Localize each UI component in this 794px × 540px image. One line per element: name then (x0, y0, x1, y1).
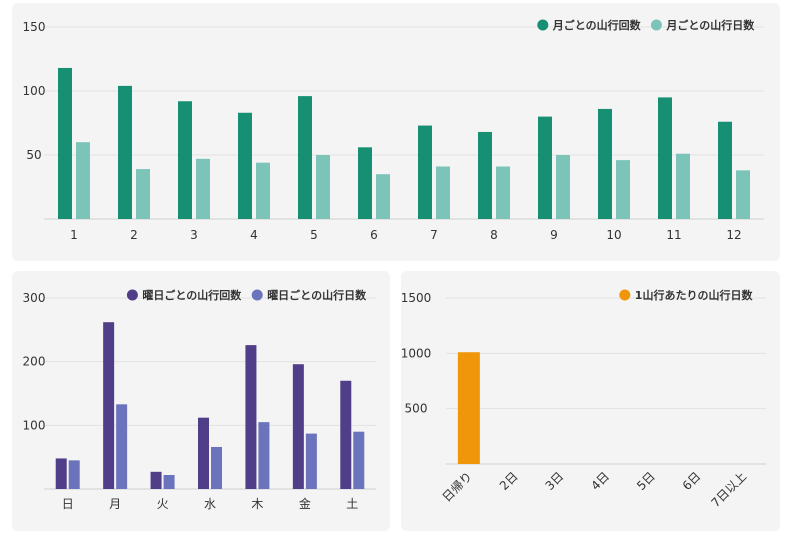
bar[interactable] (418, 125, 432, 219)
x-tick-label: 12 (726, 228, 741, 242)
bar[interactable] (116, 404, 128, 489)
x-tick-label: 7 (430, 228, 438, 242)
bar[interactable] (163, 474, 175, 489)
stay-length-chart: 500 1000 1500 日帰り 2日 3日 4日 5日 6日 7日以上 1山行あたりの山行日数 (401, 288, 766, 510)
bar[interactable] (118, 85, 132, 219)
bar[interactable] (353, 431, 365, 489)
y-tick-label: 50 (26, 148, 41, 162)
x-tick-label: 1 (70, 228, 78, 242)
bar[interactable] (55, 458, 67, 489)
weekday-chart: 100 200 300 日 月 火 水 木 金 土 曜日ごとの山行日数 曜日ごとの山行回数 (23, 288, 376, 511)
x-tick-label: 3 (190, 228, 198, 242)
bar[interactable] (376, 174, 390, 219)
x-tick-label: 5 (310, 228, 318, 242)
bar[interactable] (196, 158, 210, 219)
bar[interactable] (58, 67, 72, 220)
bar[interactable] (238, 112, 252, 219)
x-tick-label: 11 (666, 228, 681, 242)
bar[interactable] (178, 101, 192, 219)
bar[interactable] (736, 170, 750, 219)
legend-label[interactable]: 曜日ごとの山行回数 (142, 288, 242, 302)
bar[interactable] (198, 417, 209, 489)
weekday-chart-panel: 100 200 300 日 月 火 水 木 金 土 曜日ごとの山行日数 曜日ごとの山行回数 (12, 271, 390, 531)
bar[interactable] (245, 345, 257, 489)
x-tick-label: 5日 (634, 469, 658, 493)
bar[interactable] (658, 97, 672, 219)
bar[interactable] (538, 116, 552, 219)
legend-marker[interactable] (537, 19, 549, 31)
y-tick-label: 1000 (401, 346, 432, 360)
x-tick-label: 金 (299, 496, 311, 511)
bar[interactable] (496, 166, 510, 219)
x-tick-label: 水 (204, 497, 216, 511)
y-tick-label: 300 (23, 291, 46, 305)
y-tick-label: 150 (23, 20, 46, 34)
bar[interactable] (616, 160, 630, 219)
y-tick-label: 100 (23, 84, 46, 98)
legend-label[interactable]: 月ごとの山行回数 (552, 18, 642, 32)
bar[interactable] (358, 147, 372, 219)
y-tick-label: 500 (405, 402, 428, 416)
bar[interactable] (258, 422, 270, 489)
legend-label[interactable]: 1山行あたりの山行日数 (635, 288, 754, 302)
monthly-chart-panel: 50 100 150 1 2 3 4 5 6 7 8 9 10 11 12 月ごとの山行日数 月ごとの山行回数 (12, 3, 780, 261)
x-tick-label: 土 (346, 497, 358, 511)
x-tick-label: 月 (109, 497, 121, 511)
bar[interactable] (150, 471, 162, 489)
bar[interactable] (718, 121, 732, 219)
legend-label[interactable]: 曜日ごとの山行日数 (267, 288, 367, 302)
x-tick-label: 日 (62, 497, 74, 511)
bar[interactable] (136, 169, 150, 219)
x-tick-label: 火 (157, 497, 169, 511)
bar[interactable] (292, 364, 304, 489)
bar[interactable] (478, 131, 492, 219)
y-tick-label: 200 (23, 355, 46, 369)
bar[interactable] (298, 96, 312, 219)
x-tick-label: 日帰り (440, 469, 475, 504)
x-tick-label: 2日 (497, 469, 521, 493)
legend-marker[interactable] (126, 289, 138, 301)
x-tick-label: 6 (370, 228, 378, 242)
bar[interactable] (256, 162, 270, 219)
bar[interactable] (340, 380, 352, 489)
legend-label[interactable]: 月ごとの山行日数 (665, 18, 755, 32)
y-tick-label: 1500 (401, 291, 432, 305)
legend-marker[interactable] (251, 289, 263, 301)
x-tick-label: 10 (606, 228, 621, 242)
bar[interactable] (305, 433, 317, 489)
bar[interactable] (556, 155, 570, 219)
x-tick-label: 2 (130, 228, 138, 242)
bar[interactable] (598, 108, 612, 219)
stay-length-chart-panel: 500 1000 1500 日帰り 2日 3日 4日 5日 6日 7日以上 1山行あたりの山行日数 (401, 271, 780, 531)
x-tick-label: 4 (250, 228, 258, 242)
x-tick-label: 3日 (543, 469, 567, 493)
x-tick-label: 7日以上 (709, 469, 750, 510)
y-tick-label: 100 (23, 418, 46, 432)
bar[interactable] (103, 322, 115, 489)
x-tick-label: 木 (251, 497, 263, 511)
x-tick-label: 8 (490, 228, 498, 242)
bar[interactable] (316, 155, 330, 219)
bar[interactable] (676, 153, 690, 219)
bar[interactable] (457, 352, 480, 464)
x-tick-label: 9 (550, 228, 558, 242)
x-tick-label: 4日 (588, 469, 612, 493)
legend-marker[interactable] (650, 19, 662, 31)
bar[interactable] (436, 166, 450, 219)
legend-marker[interactable] (619, 289, 631, 301)
bar[interactable] (211, 446, 222, 489)
x-tick-label: 6日 (680, 469, 704, 493)
bar[interactable] (68, 460, 80, 489)
bar[interactable] (76, 142, 90, 219)
